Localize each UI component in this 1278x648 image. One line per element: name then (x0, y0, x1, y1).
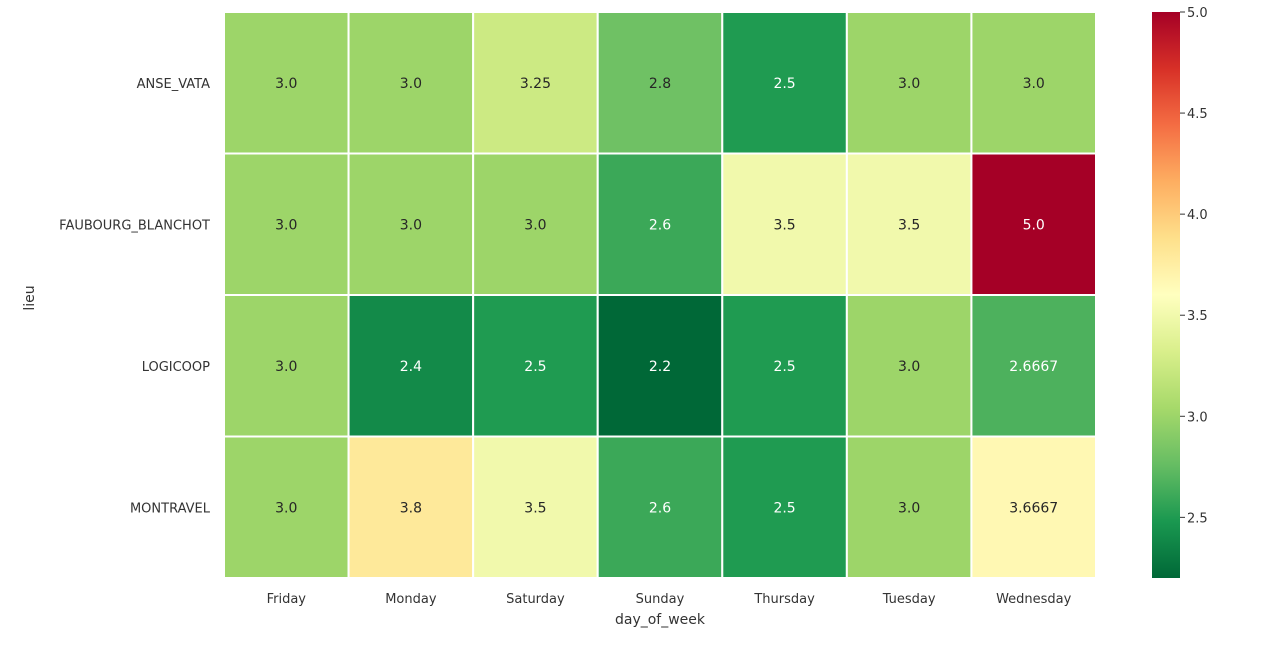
cell-annotation: 3.5 (773, 217, 795, 233)
x-tick-label: Thursday (753, 592, 815, 607)
heatmap-cell (970, 435, 1098, 579)
heatmap-cell (845, 11, 973, 155)
heatmap-cell (845, 294, 973, 438)
y-tick-label: MONTRAVEL (130, 501, 211, 516)
cell-annotation: 2.6 (649, 217, 671, 233)
cell-annotation: 3.0 (898, 359, 920, 375)
cell-annotation: 3.8 (400, 500, 422, 516)
heatmap-cells (223, 11, 1098, 579)
x-tick-label: Wednesday (996, 592, 1072, 607)
cell-annotation: 2.6 (649, 500, 671, 516)
cell-annotation: 5.0 (1023, 217, 1045, 233)
y-tick-label: ANSE_VATA (137, 77, 210, 92)
cell-annotation: 3.0 (524, 217, 546, 233)
heatmap-cell (347, 11, 475, 155)
cell-annotation: 2.5 (773, 500, 795, 516)
colorbar-ticks: 2.5 3.0 3.5 4.0 4.5 5.0 (1180, 6, 1208, 526)
heatmap-cell (223, 152, 350, 296)
cell-annotation: 2.5 (773, 359, 795, 375)
heatmap-cell (347, 435, 475, 579)
cell-annotations: 3.0 3.0 3.25 2.8 2.5 3.0 3.0 3.0 3.0 3.0 2.6 3.5 3.5… (275, 76, 1058, 517)
heatmap-cell (347, 294, 475, 438)
y-axis-label: lieu (22, 285, 38, 310)
colorbar-tick-label: 4.0 (1187, 208, 1208, 223)
heatmap-cell (845, 435, 973, 579)
heatmap-cell (970, 152, 1098, 296)
x-tick-label: Friday (267, 592, 307, 607)
heatmap-cell (472, 152, 599, 296)
heatmap-cell (472, 11, 599, 155)
colorbar-tick-label: 4.5 (1187, 107, 1208, 122)
x-axis-label: day_of_week (615, 612, 706, 628)
cell-annotation: 3.0 (400, 76, 422, 92)
cell-annotation: 3.0 (275, 359, 297, 375)
heatmap-cell (596, 11, 724, 155)
colorbar-tick-label: 5.0 (1187, 6, 1208, 21)
cell-annotation: 2.2 (649, 359, 671, 375)
colorbar-tick-label: 3.0 (1187, 410, 1208, 425)
x-tick-label: Sunday (636, 592, 685, 607)
heatmap-cell (721, 294, 848, 438)
cell-annotation: 3.0 (275, 217, 297, 233)
cell-annotation: 3.0 (898, 76, 920, 92)
y-tick-label: FAUBOURG_BLANCHOT (59, 218, 210, 233)
cell-annotation: 3.6667 (1009, 500, 1058, 516)
cell-annotation: 2.6667 (1009, 359, 1058, 375)
x-tick-label: Monday (385, 592, 437, 607)
cell-annotation: 3.25 (520, 76, 551, 92)
x-tick-label: Saturday (506, 592, 565, 607)
cell-annotation: 3.0 (275, 500, 297, 516)
cell-annotation: 3.5 (524, 500, 546, 516)
colorbar: 2.5 3.0 3.5 4.0 4.5 5.0 (1152, 6, 1208, 578)
heatmap-cell (596, 435, 724, 579)
heatmap-cell (970, 294, 1098, 438)
heatmap-cell (223, 11, 350, 155)
colorbar-tick-label: 2.5 (1187, 511, 1208, 526)
cell-annotation: 2.5 (773, 76, 795, 92)
heatmap-cell (596, 294, 724, 438)
x-tick-label: Tuesday (882, 592, 936, 607)
y-tick-labels: ANSE_VATA FAUBOURG_BLANCHOT LOGICOOP MONTRA… (59, 77, 211, 517)
cell-annotation: 3.0 (275, 76, 297, 92)
colorbar-gradient (1152, 12, 1180, 578)
cell-annotation: 3.0 (898, 500, 920, 516)
x-tick-labels: Friday Monday Saturday Sunday Thursday Tuesda… (267, 592, 1072, 607)
cell-annotation: 2.8 (649, 76, 671, 92)
heatmap-cell (223, 435, 350, 579)
y-tick-label: LOGICOOP (142, 360, 210, 375)
cell-annotation: 3.0 (400, 217, 422, 233)
cell-annotation: 3.0 (1023, 76, 1045, 92)
cell-annotation: 3.5 (898, 217, 920, 233)
cell-annotation: 2.5 (524, 359, 546, 375)
heatmap-cell (721, 152, 848, 296)
heatmap-cell (472, 294, 599, 438)
colorbar-tick-label: 3.5 (1187, 309, 1208, 324)
cell-annotation: 2.4 (400, 359, 422, 375)
